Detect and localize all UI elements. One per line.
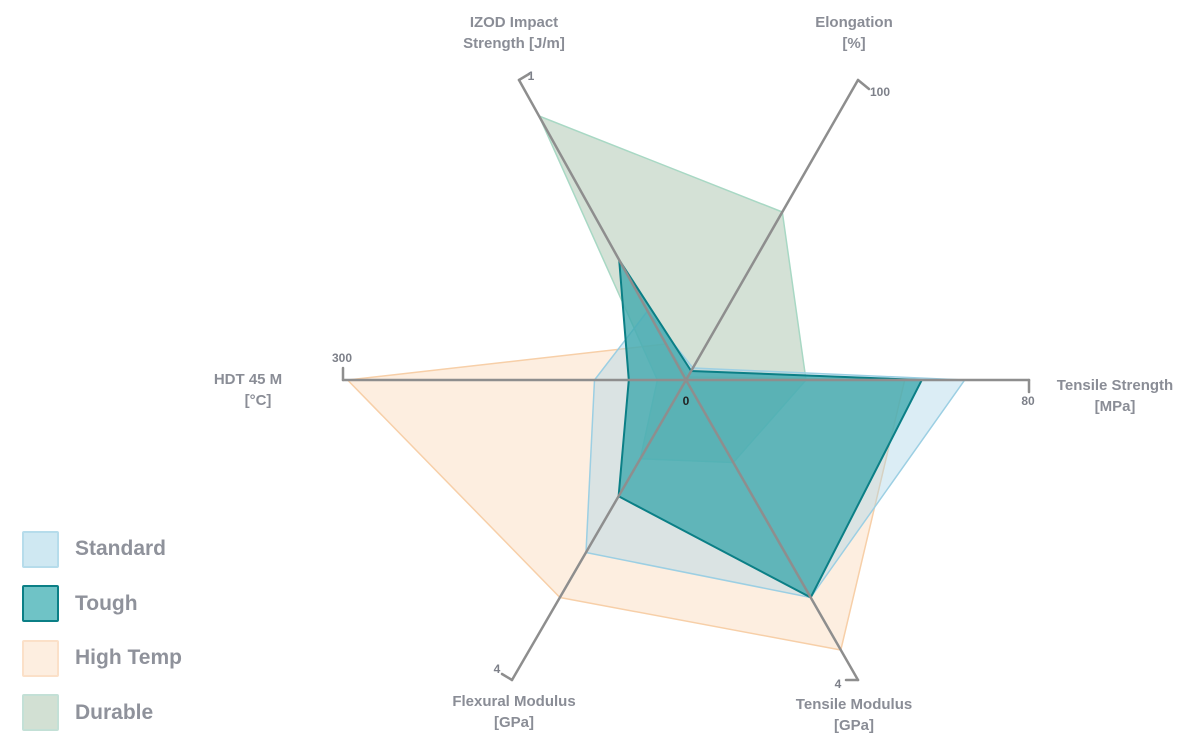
axis-title-elongation-line-2: [%] xyxy=(842,35,865,52)
axes-layer xyxy=(341,72,1031,682)
axis-title-tensile-strength-line-1: Tensile Strength xyxy=(1057,377,1173,394)
legend-label-standard: Standard xyxy=(75,537,167,561)
legend-swatch-tough xyxy=(22,585,59,623)
axis-line-elongation xyxy=(684,78,860,382)
axis-title-flexural-modulus-line-1: Flexural Modulus xyxy=(452,693,575,710)
axis-title-tensile-modulus-line-2: [GPa] xyxy=(834,717,874,734)
legend-item-standard[interactable]: Standard xyxy=(22,522,182,577)
axis-max-label-elongation: 100 xyxy=(870,85,890,99)
axis-title-izod-line-1: IZOD Impact xyxy=(470,14,558,31)
axis-max-label-flexural-modulus: 4 xyxy=(494,662,501,676)
axis-line-izod xyxy=(517,78,688,382)
series-layer xyxy=(346,115,966,651)
axis-max-label-tensile-strength: 80 xyxy=(1021,394,1035,408)
axis-title-izod-line-2: Strength [J/m] xyxy=(463,35,565,52)
legend-label-durable: Durable xyxy=(75,700,154,724)
legend-item-durable[interactable]: Durable xyxy=(22,686,182,741)
legend: Standard Tough High Temp Durable xyxy=(22,522,182,740)
axis-title-tensile-modulus-line-1: Tensile Modulus xyxy=(796,696,912,713)
axis-title-elongation-line-1: Elongation xyxy=(815,14,893,31)
axis-title-tensile-strength-line-2: [MPa] xyxy=(1095,398,1136,415)
axis-end-cap-izod xyxy=(517,72,531,82)
axis-title-hdt-line-1: HDT 45 M xyxy=(214,371,282,388)
legend-label-tough: Tough xyxy=(75,591,138,615)
legend-swatch-high-temp xyxy=(22,639,59,677)
legend-swatch-durable xyxy=(22,694,59,732)
legend-swatch-standard xyxy=(22,530,59,568)
legend-item-high-temp[interactable]: High Temp xyxy=(22,631,182,686)
axis-line-tensile-modulus xyxy=(684,378,860,682)
axis-end-cap-flexural-modulus xyxy=(500,672,514,682)
center-zero-label: 0 xyxy=(683,394,690,408)
axis-line-flexural-modulus xyxy=(510,378,688,682)
axis-max-label-tensile-modulus: 4 xyxy=(835,677,842,691)
legend-label-high-temp: High Temp xyxy=(75,646,182,670)
axis-max-label-hdt: 300 xyxy=(332,351,352,365)
legend-item-tough[interactable]: Tough xyxy=(22,577,182,632)
labels-layer: 80 Tensile Strength [MPa] 100 Elongation [%] 1… xyxy=(214,14,1173,734)
axis-title-flexural-modulus-line-2: [GPa] xyxy=(494,714,534,731)
axis-max-label-izod: 1 xyxy=(528,69,535,83)
axis-title-hdt-line-2: [°C] xyxy=(245,392,272,409)
axis-end-cap-elongation xyxy=(856,78,871,91)
